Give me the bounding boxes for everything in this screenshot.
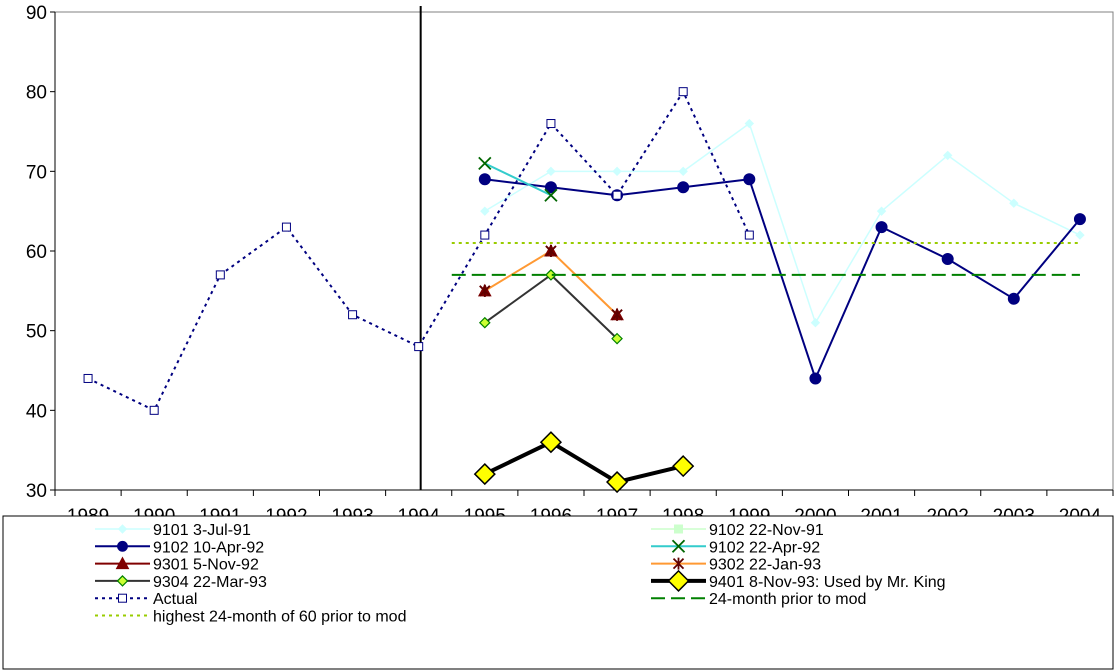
- series-8: [83, 87, 754, 415]
- legend-box: [2, 515, 1114, 670]
- legend-label: 9304 22-Mar-93: [153, 574, 267, 591]
- legend-label: 9102 22-Apr-92: [709, 539, 820, 556]
- data-point: [678, 166, 688, 177]
- legend: 9101 3-Jul-91 9102 22-Nov-91 9102 10-Apr-9…: [2, 515, 1114, 670]
- legend-item: 24-month prior to mod: [651, 591, 866, 608]
- data-point: [671, 539, 686, 553]
- data-point: [479, 284, 491, 297]
- data-point: [810, 317, 821, 328]
- data-point: [1073, 213, 1086, 226]
- legend-item: 9304 22-Mar-93: [95, 574, 267, 591]
- y-axis: 30 40 50 60 70 80 90: [26, 3, 56, 502]
- series-0: [480, 118, 1085, 328]
- series-7: [473, 431, 695, 494]
- data-point: [606, 470, 629, 494]
- legend-label: 9101 3-Jul-91: [153, 522, 251, 539]
- legend-item: 9401 8-Nov-93: Used by Mr. King: [651, 569, 946, 592]
- data-point: [546, 119, 556, 129]
- data-point: [83, 373, 93, 383]
- legend-label: highest 24-month of 60 prior to mod: [153, 609, 406, 626]
- data-point: [744, 230, 754, 240]
- data-point: [672, 455, 695, 478]
- data-point: [478, 316, 491, 329]
- data-point: [1075, 230, 1085, 240]
- y-tick-label: 40: [26, 401, 47, 422]
- y-tick-label: 90: [26, 3, 47, 24]
- series-line: [483, 440, 684, 485]
- data-point: [876, 206, 887, 216]
- data-point: [809, 372, 822, 385]
- data-point: [539, 431, 562, 454]
- series-2: [478, 173, 1086, 385]
- data-point: [677, 181, 690, 194]
- legend-label: 9302 22-Jan-93: [709, 557, 821, 574]
- series-6: [478, 269, 623, 345]
- data-point: [667, 569, 690, 592]
- legend-label: 9401 8-Nov-93: Used by Mr. King: [709, 574, 946, 591]
- y-tick-label: 70: [26, 162, 47, 183]
- data-point: [611, 332, 623, 345]
- data-point: [875, 221, 888, 234]
- plot-area: [54, 6, 1114, 491]
- data-point: [1009, 198, 1019, 208]
- data-point: [149, 405, 159, 415]
- data-point: [544, 181, 557, 194]
- data-point: [348, 310, 358, 320]
- series-3: [478, 156, 558, 202]
- legend-label: 9102 22-Nov-91: [709, 522, 824, 539]
- data-point: [544, 188, 558, 202]
- data-point: [215, 270, 225, 280]
- data-point: [612, 166, 622, 177]
- legend-item: 9301 5-Nov-92: [95, 556, 259, 574]
- data-point: [545, 245, 557, 257]
- series-line: [484, 122, 1081, 324]
- data-point: [611, 308, 623, 321]
- legend-item: 9102 10-Apr-92: [95, 539, 264, 556]
- data-point: [118, 593, 127, 603]
- legend-item: 9101 3-Jul-91: [95, 522, 251, 539]
- data-point: [478, 156, 492, 171]
- legend-item: highest 24-month of 60 prior to mod: [95, 609, 406, 626]
- legend-item: Actual: [95, 591, 197, 608]
- data-point: [941, 252, 954, 265]
- legend-label: 9102 10-Apr-92: [153, 539, 264, 556]
- data-point: [942, 150, 953, 161]
- series-layer: [83, 87, 1086, 494]
- data-point: [115, 556, 130, 570]
- data-point: [473, 463, 496, 486]
- legend-label: 9301 5-Nov-92: [153, 557, 259, 574]
- y-tick-label: 30: [26, 481, 47, 502]
- data-point: [1007, 292, 1020, 305]
- series-line: [484, 162, 552, 197]
- data-point: [414, 342, 424, 352]
- y-tick-label: 60: [26, 242, 47, 263]
- legend-label: Actual: [153, 591, 197, 608]
- data-point: [743, 173, 756, 186]
- data-point: [546, 166, 556, 177]
- data-point: [116, 575, 129, 587]
- y-tick-label: 80: [26, 83, 47, 104]
- legend-label: 24-month prior to mod: [709, 591, 866, 608]
- legend-item: 9102 22-Apr-92: [651, 539, 820, 556]
- data-point: [117, 524, 128, 534]
- data-point: [545, 269, 557, 281]
- legend-item: 9102 22-Nov-91: [651, 522, 824, 539]
- data-point: [672, 557, 685, 570]
- data-point: [744, 118, 755, 129]
- y-tick-label: 50: [26, 322, 47, 343]
- series-line: [484, 178, 1081, 380]
- data-point: [480, 230, 490, 240]
- data-point: [281, 222, 291, 232]
- data-point: [480, 206, 490, 216]
- data-point: [678, 87, 688, 97]
- plot-border: [54, 11, 1114, 491]
- data-point: [674, 524, 683, 534]
- series-5: [477, 243, 624, 321]
- data-point: [478, 173, 491, 186]
- legend-item: 9302 22-Jan-93: [651, 557, 821, 574]
- data-point: [612, 190, 622, 200]
- data-point: [117, 540, 128, 552]
